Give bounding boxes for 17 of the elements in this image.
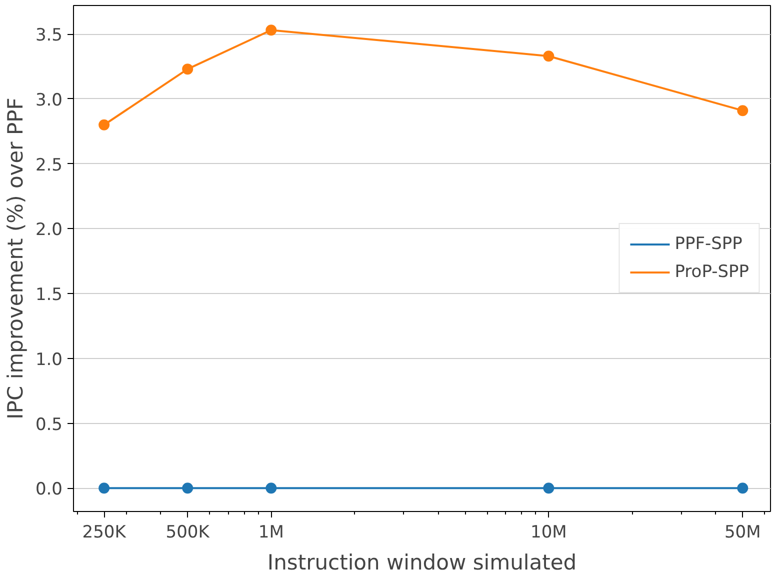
x-axis-title: Instruction window simulated <box>267 550 577 574</box>
y-tick-label: 3.5 <box>35 26 63 46</box>
y-tick-label: 0.0 <box>35 480 63 500</box>
y-tick-label: 0.5 <box>35 414 63 435</box>
y-tick-label: 3.0 <box>35 90 63 110</box>
x-tick-label: 1M <box>258 522 284 542</box>
x-tick-label: 250K <box>82 522 127 542</box>
x-tick-label: 50M <box>724 522 761 542</box>
y-tick-label: 2.5 <box>35 155 63 176</box>
x-tick-label: 10M <box>530 522 567 542</box>
y-axis-title: IPC improvement (%) over PPF <box>3 98 28 420</box>
y-tick-label: 1.0 <box>35 350 63 370</box>
legend-label: ProP-SPP <box>674 262 749 282</box>
legend-label: PPF-SPP <box>674 234 742 254</box>
y-tick-label: 1.5 <box>35 285 63 306</box>
y-tick-label: 2.0 <box>35 220 63 240</box>
x-tick-label: 500K <box>166 522 210 542</box>
